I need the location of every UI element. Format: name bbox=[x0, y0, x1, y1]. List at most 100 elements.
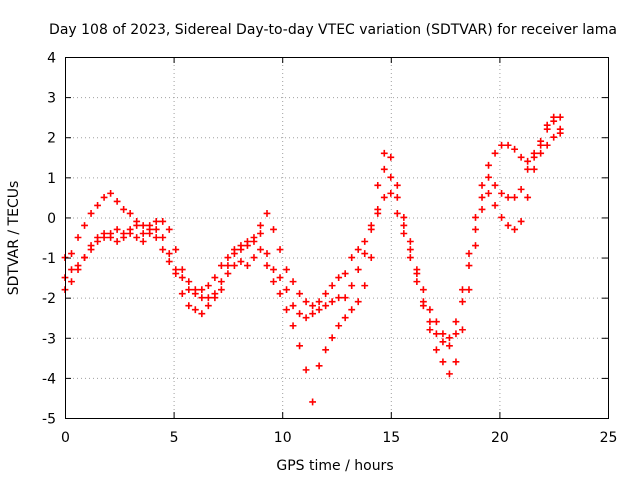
data-point bbox=[491, 181, 499, 189]
data-point bbox=[524, 165, 532, 173]
data-point bbox=[478, 193, 486, 201]
data-point bbox=[309, 310, 317, 318]
data-point bbox=[289, 302, 297, 310]
data-point bbox=[517, 153, 525, 161]
data-point bbox=[504, 193, 512, 201]
data-point bbox=[491, 149, 499, 157]
data-points-layer bbox=[61, 113, 564, 406]
data-point bbox=[74, 266, 82, 273]
plot-frame bbox=[65, 57, 609, 419]
data-point bbox=[257, 246, 264, 253]
data-point bbox=[250, 254, 258, 261]
data-point bbox=[270, 266, 277, 273]
x-tick-label: 10 bbox=[274, 430, 292, 446]
data-point bbox=[472, 242, 479, 249]
data-point bbox=[165, 250, 173, 257]
data-point bbox=[185, 286, 193, 294]
data-point bbox=[452, 318, 460, 326]
data-point bbox=[237, 258, 245, 265]
data-point bbox=[543, 121, 551, 129]
data-point bbox=[263, 210, 271, 217]
y-tick-label: 0 bbox=[47, 211, 56, 227]
data-point bbox=[556, 113, 564, 121]
data-point bbox=[472, 214, 479, 221]
data-point bbox=[550, 133, 558, 141]
data-point bbox=[159, 218, 167, 225]
data-point bbox=[257, 222, 264, 229]
data-point bbox=[113, 238, 121, 245]
data-point bbox=[204, 294, 212, 302]
data-point bbox=[361, 238, 369, 245]
data-point bbox=[335, 322, 343, 330]
data-point bbox=[198, 286, 206, 294]
data-point bbox=[270, 278, 277, 286]
data-point bbox=[263, 262, 271, 269]
data-point bbox=[419, 286, 427, 294]
data-point bbox=[159, 246, 167, 253]
data-point bbox=[198, 310, 206, 318]
data-point bbox=[165, 226, 173, 233]
data-point bbox=[452, 330, 460, 338]
data-point bbox=[530, 165, 538, 173]
y-tick-label: -3 bbox=[42, 331, 56, 347]
data-point bbox=[400, 222, 408, 229]
data-point bbox=[433, 330, 440, 338]
data-point bbox=[296, 290, 303, 298]
data-point bbox=[276, 290, 284, 298]
data-point bbox=[178, 274, 186, 282]
data-point bbox=[439, 338, 447, 346]
data-point bbox=[400, 214, 408, 221]
data-point bbox=[68, 250, 75, 257]
data-point bbox=[283, 266, 290, 273]
data-point bbox=[322, 290, 330, 298]
data-point bbox=[433, 346, 440, 354]
data-point bbox=[152, 234, 160, 241]
data-point bbox=[361, 250, 369, 257]
data-point bbox=[146, 226, 154, 233]
grid-layer bbox=[65, 57, 608, 418]
data-point bbox=[367, 226, 375, 233]
data-point bbox=[211, 274, 219, 282]
data-point bbox=[191, 286, 199, 294]
data-point bbox=[341, 294, 349, 302]
x-tick-label: 20 bbox=[491, 430, 509, 446]
data-point bbox=[113, 226, 121, 233]
data-point bbox=[94, 234, 101, 241]
data-point bbox=[217, 278, 225, 286]
data-point bbox=[400, 230, 408, 237]
data-point bbox=[517, 185, 525, 193]
data-point bbox=[276, 274, 284, 282]
data-point bbox=[341, 270, 349, 277]
data-point bbox=[380, 149, 388, 157]
data-point bbox=[328, 298, 336, 306]
y-tick-label: -5 bbox=[42, 412, 56, 428]
data-point bbox=[374, 181, 382, 189]
data-point bbox=[94, 202, 101, 209]
x-tick-label: 15 bbox=[382, 430, 400, 446]
data-point bbox=[380, 193, 388, 201]
data-point bbox=[465, 286, 473, 294]
data-point bbox=[172, 246, 180, 253]
data-point bbox=[348, 254, 356, 261]
data-point bbox=[543, 141, 551, 149]
data-point bbox=[426, 318, 434, 326]
data-point bbox=[126, 210, 134, 217]
data-point bbox=[530, 153, 538, 161]
data-point bbox=[81, 222, 88, 229]
data-point bbox=[504, 222, 512, 229]
data-point bbox=[302, 314, 310, 322]
data-point bbox=[433, 318, 440, 326]
data-point bbox=[74, 234, 82, 241]
data-point bbox=[159, 234, 167, 241]
y-tick-label: -1 bbox=[42, 251, 56, 267]
y-tick-label: -4 bbox=[42, 371, 56, 387]
data-series bbox=[61, 113, 564, 406]
data-point bbox=[439, 358, 447, 366]
data-point bbox=[426, 306, 434, 314]
data-point bbox=[393, 210, 401, 217]
chart-title: Day 108 of 2023, Sidereal Day-to-day VTE… bbox=[49, 22, 617, 38]
data-point bbox=[459, 326, 466, 334]
data-point bbox=[393, 181, 401, 189]
data-point bbox=[139, 238, 147, 245]
data-point bbox=[107, 189, 115, 197]
